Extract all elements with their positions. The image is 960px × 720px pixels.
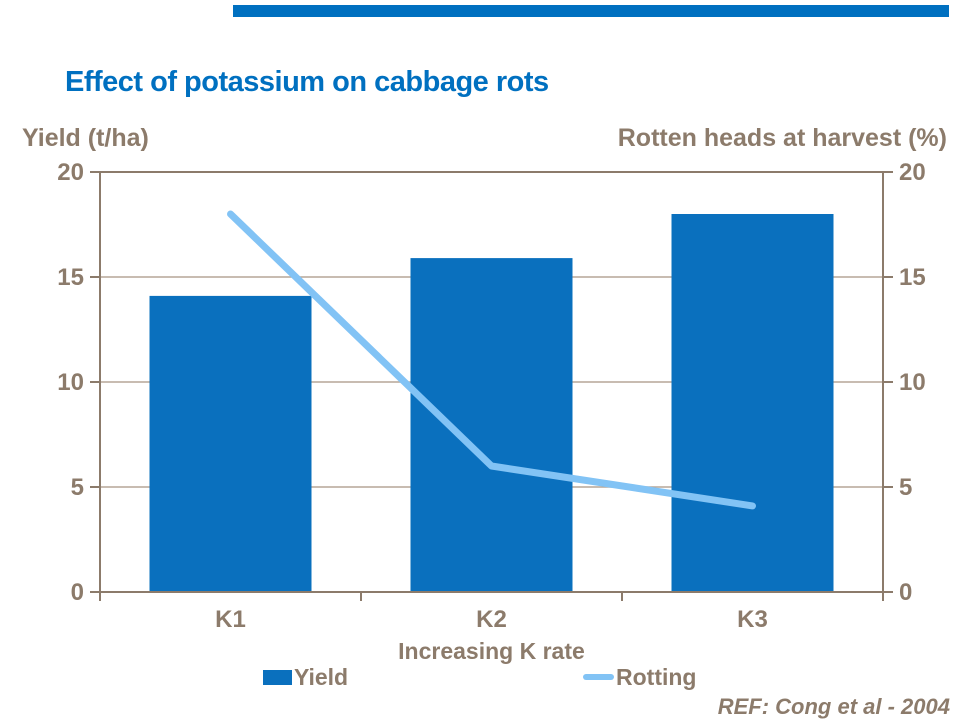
chart-title: Effect of potassium on cabbage rots <box>65 66 549 98</box>
x-axis-title: Increasing K rate <box>398 638 585 664</box>
bar-K3 <box>671 214 834 592</box>
left-axis-title: Yield (t/ha) <box>22 124 149 152</box>
legend-label-yield: Yield <box>294 663 349 690</box>
right-axis-title: Rotten heads at harvest (%) <box>617 124 947 152</box>
right-tick-label-15: 15 <box>899 264 926 291</box>
right-tick-label-5: 5 <box>899 474 912 501</box>
left-tick-label-0: 0 <box>71 579 84 606</box>
legend-item-yield: Yield <box>263 663 348 691</box>
left-tick-label-10: 10 <box>57 369 84 396</box>
bar-K1 <box>149 295 312 592</box>
right-tick-label-10: 10 <box>899 369 926 396</box>
right-tick-label-20: 20 <box>899 159 926 186</box>
yield-bar-swatch <box>263 669 292 685</box>
legend-label-rotting: Rotting <box>616 663 697 690</box>
bar-K2 <box>410 258 573 592</box>
left-tick-label-5: 5 <box>71 474 84 501</box>
rotting-line-swatch <box>583 674 614 680</box>
legend-item-rotting: Rotting <box>583 663 696 691</box>
left-tick-label-20: 20 <box>57 159 84 186</box>
category-label-K2: K2 <box>476 606 507 633</box>
left-tick-label-15: 15 <box>57 264 84 291</box>
right-tick-label-0: 0 <box>899 579 912 606</box>
rotting-line <box>227 210 756 510</box>
category-label-K3: K3 <box>737 606 768 633</box>
category-label-K1: K1 <box>215 606 246 633</box>
reference-text: REF: Cong et al - 2004 <box>717 694 950 719</box>
top-accent-band <box>233 5 949 17</box>
